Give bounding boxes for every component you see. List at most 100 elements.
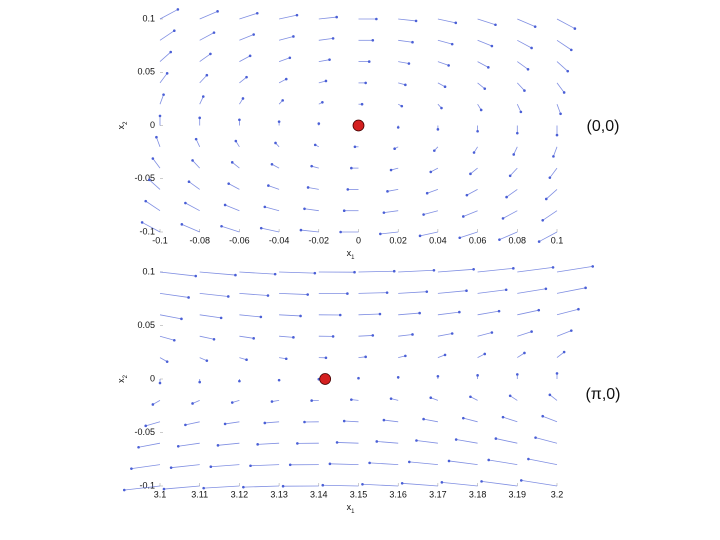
arrow-head [418, 311, 421, 315]
arrow [159, 51, 171, 62]
arrow-head [241, 97, 245, 100]
arrow [556, 287, 586, 294]
arrow [437, 290, 467, 294]
arrow-head [234, 139, 238, 143]
arrow-head [273, 272, 277, 276]
arrow-head [440, 481, 444, 484]
arrow-head [530, 330, 533, 333]
arrow-head [267, 184, 270, 187]
arrow [239, 335, 254, 339]
y-tick-label: 0.1 [142, 266, 155, 276]
arrow-head [382, 211, 386, 214]
x-tick-label: -0.08 [189, 235, 210, 245]
arrow-head [245, 75, 248, 79]
arrow-head [497, 309, 501, 313]
arrow [268, 185, 280, 190]
arrow-head [364, 81, 367, 85]
arrow-head [411, 333, 414, 336]
arrow-head [169, 466, 173, 469]
arrow [517, 82, 525, 91]
arrow-head [555, 372, 559, 375]
arrow [344, 420, 359, 423]
y-tick-label: 0.05 [137, 320, 155, 330]
arrow-head [259, 315, 263, 319]
arrow-head [194, 274, 198, 278]
arrow-head [270, 400, 274, 403]
arrow [199, 293, 229, 297]
arrow [141, 222, 161, 233]
arrow [463, 210, 478, 217]
x-label-base: x [347, 502, 352, 512]
arrow-head [404, 83, 407, 87]
arrow [437, 333, 453, 337]
arrow-head [198, 380, 201, 384]
arrow-head [147, 178, 151, 182]
arrow-head [504, 288, 508, 292]
x-label-sub: 1 [351, 509, 355, 515]
arrow-head [440, 106, 443, 110]
arrow-head [238, 118, 241, 122]
arrow [358, 335, 373, 337]
arrow-head [371, 334, 375, 337]
arrow-head [303, 420, 306, 424]
arrow-head [205, 359, 209, 362]
arrow-head [252, 337, 255, 340]
arrow [279, 314, 301, 317]
arrow [159, 94, 164, 105]
arrow-head [591, 265, 595, 268]
arrow [477, 18, 496, 26]
arrow-head [176, 8, 180, 11]
x-tick-label: -0.06 [229, 235, 250, 245]
x-axis-label: x1 [347, 248, 356, 260]
arrow-head [469, 395, 472, 399]
arrow-head [223, 203, 227, 207]
arrow-head [339, 230, 342, 234]
arrow-head [277, 120, 281, 123]
arrow-head [569, 329, 573, 332]
arrow-head [389, 397, 393, 400]
arrow-head [144, 424, 148, 428]
arrow [546, 189, 558, 200]
arrow-head [137, 445, 140, 449]
arrow-head [216, 444, 220, 447]
arrow-head [552, 155, 555, 158]
arrow [159, 314, 182, 320]
arrow [159, 335, 175, 341]
arrow-head [324, 356, 328, 360]
arrow [437, 18, 456, 24]
arrow-head [400, 482, 404, 485]
arrow [477, 61, 489, 68]
arrow-head [172, 29, 176, 33]
arrow-head [462, 215, 465, 218]
arrow [513, 146, 518, 155]
arrow [556, 308, 579, 316]
arrow [199, 32, 215, 41]
arrow-head [274, 141, 277, 145]
arrow [437, 268, 474, 273]
arrow-head [476, 374, 479, 377]
arrow [517, 39, 532, 49]
arrow-head [450, 42, 454, 46]
arrow [337, 442, 359, 444]
arrow-head [433, 149, 436, 152]
arrow [516, 104, 522, 113]
arrow-head [584, 286, 587, 290]
arrow-head [230, 401, 234, 404]
arrow-head [277, 378, 281, 382]
arrow [358, 292, 388, 294]
arrow-head [537, 240, 541, 243]
arrow [398, 18, 417, 22]
arrow-head [357, 376, 360, 380]
arrow [199, 335, 215, 340]
arrow-head [533, 25, 537, 28]
arrow [232, 162, 240, 169]
y-axis-label: x2 [116, 121, 128, 130]
arrow [437, 39, 453, 45]
arrow-head [519, 110, 523, 114]
arrow-head [458, 310, 461, 314]
arrow-head [408, 460, 411, 464]
arrow-head [375, 440, 379, 443]
arrow-head [212, 31, 216, 34]
arrow [131, 464, 161, 470]
arrow-head [443, 353, 447, 357]
